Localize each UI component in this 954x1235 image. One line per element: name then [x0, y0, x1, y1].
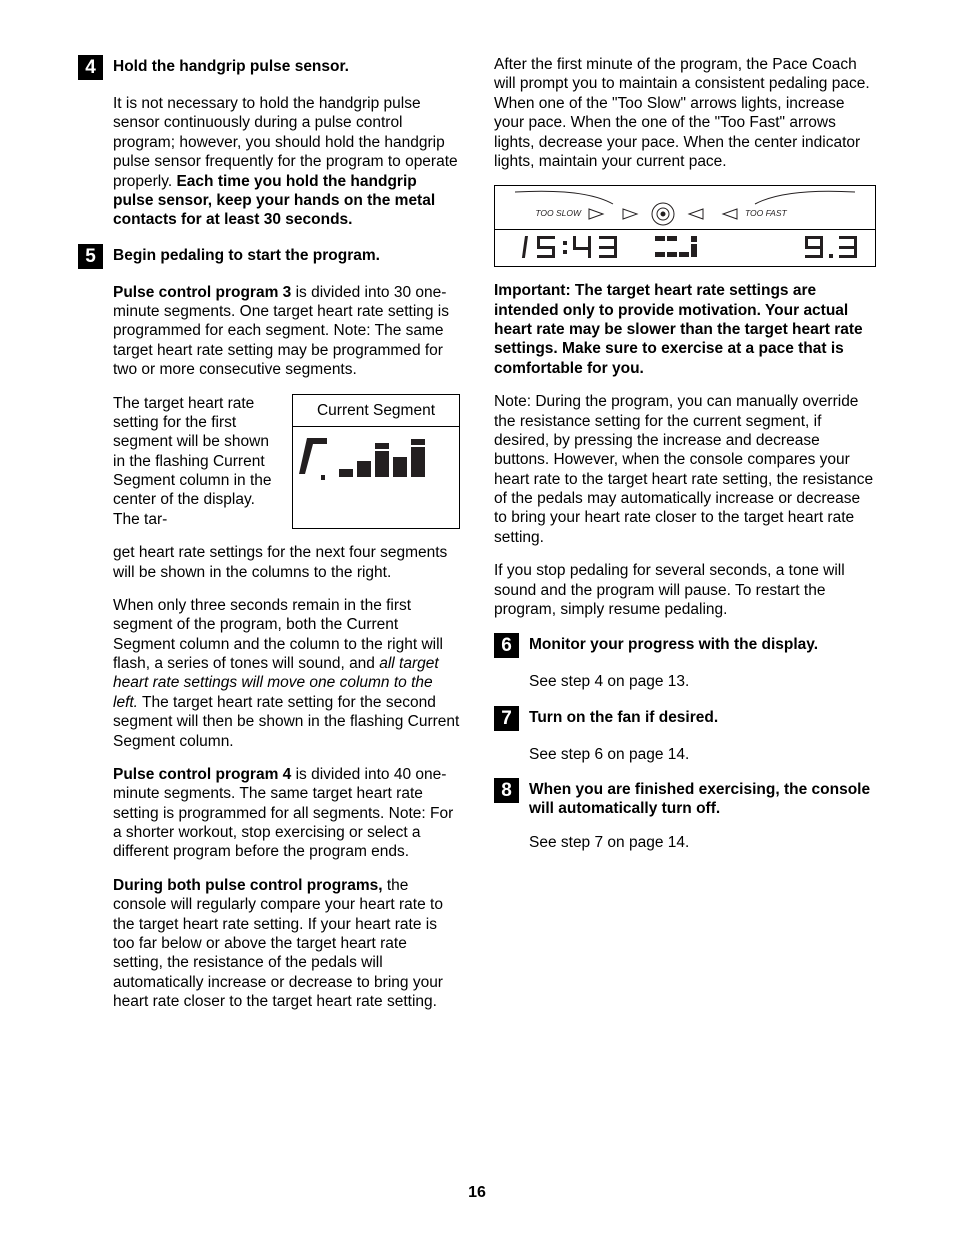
step-number-6: 6	[494, 633, 519, 658]
step-5-title: Begin pedaling to start the program.	[113, 244, 380, 265]
segment-bar-graphic	[293, 427, 459, 483]
page-columns: 4 Hold the handgrip pulse sensor. It is …	[78, 55, 876, 1025]
right-p4: If you stop pedaling for several seconds…	[494, 561, 876, 619]
segment-row: The target heart rate setting for the fi…	[113, 394, 460, 530]
step-7-header: 7 Turn on the fan if desired.	[494, 706, 876, 731]
left-column: 4 Hold the handgrip pulse sensor. It is …	[78, 55, 460, 1025]
right-p1: After the first minute of the program, t…	[494, 55, 876, 171]
step-5-p3: When only three seconds remain in the fi…	[113, 596, 460, 751]
step-6-header: 6 Monitor your progress with the display…	[494, 633, 876, 658]
step-8-body: See step 7 on page 14.	[529, 833, 876, 852]
bold-text: During both pulse control programs,	[113, 877, 383, 894]
bold-text: Pulse control program 4	[113, 766, 291, 783]
step-4-body: It is not necessary to hold the handgrip…	[113, 94, 460, 230]
current-segment-label: Current Segment	[293, 395, 459, 427]
step-number-7: 7	[494, 706, 519, 731]
step-5-p4: Pulse control program 4 is divided into …	[113, 765, 460, 862]
step-8-header: 8 When you are finished exercising, the …	[494, 778, 876, 819]
bold-text: Pulse control program 3	[113, 284, 291, 301]
step-number-8: 8	[494, 778, 519, 803]
text: the console will regularly compare your …	[113, 877, 443, 1010]
step-7-body: See step 6 on page 14.	[529, 745, 876, 764]
step-6-body: See step 4 on page 13.	[529, 672, 876, 691]
right-column: After the first minute of the program, t…	[494, 55, 876, 1025]
current-segment-box: Current Segment	[292, 394, 460, 530]
step-4-header: 4 Hold the handgrip pulse sensor.	[78, 55, 460, 80]
pace-display-box: TOO SLOW TOO FAST	[494, 185, 876, 267]
step-number-4: 4	[78, 55, 103, 80]
page-number: 16	[0, 1183, 954, 1203]
right-p2-bold: Important: The target heart rate setting…	[494, 281, 876, 378]
step-5-p5: During both pulse control programs, the …	[113, 876, 460, 1012]
segment-side-text: The target heart rate setting for the fi…	[113, 394, 278, 530]
step-4-title: Hold the handgrip pulse sensor.	[113, 55, 349, 76]
right-p3: Note: During the program, you can manual…	[494, 392, 876, 547]
step-number-5: 5	[78, 244, 103, 269]
pace-top-row: TOO SLOW TOO FAST	[495, 186, 875, 230]
too-slow-label: TOO SLOW	[535, 208, 582, 218]
step-7-title: Turn on the fan if desired.	[529, 706, 718, 727]
text: The target heart rate setting for the se…	[113, 694, 459, 750]
step-5-header: 5 Begin pedaling to start the program.	[78, 244, 460, 269]
pace-bottom-row	[495, 230, 875, 266]
step-5-p1: Pulse control program 3 is divided into …	[113, 283, 460, 380]
too-fast-label: TOO FAST	[745, 208, 788, 218]
step-8-title: When you are finished exercising, the co…	[529, 778, 876, 819]
step-5-p2: get heart rate settings for the next fou…	[113, 543, 460, 582]
step-6-title: Monitor your progress with the display.	[529, 633, 818, 654]
